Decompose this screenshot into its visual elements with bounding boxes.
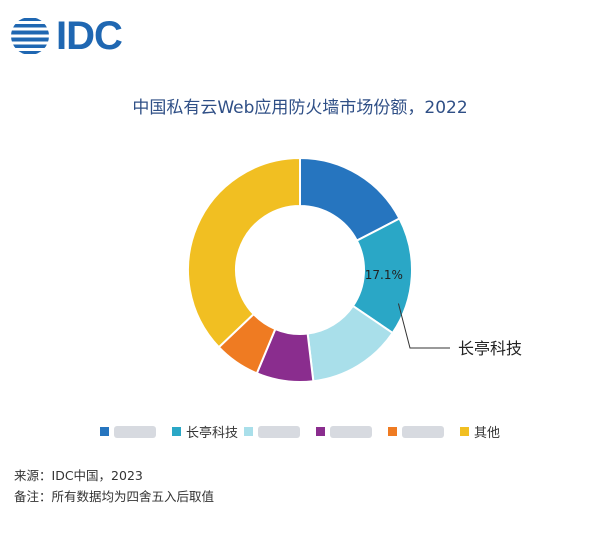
legend-swatch-3 — [316, 427, 325, 436]
legend-label-5: 其他 — [474, 426, 500, 441]
idc-logo-text: IDC — [56, 14, 123, 58]
data-label-1: 17.1% — [365, 268, 403, 282]
chart-title: 中国私有云Web应用防火墙市场份额，2022 — [132, 98, 468, 118]
remark-note: 备注：所有数据均为四舍五入后取值 — [14, 486, 214, 507]
legend-swatch-0 — [100, 427, 109, 436]
legend-swatch-4 — [388, 427, 397, 436]
legend-label-1: 长亭科技 — [186, 425, 238, 441]
donut-slice-5 — [187, 156, 301, 349]
source-value: IDC中国，2023 — [51, 468, 143, 483]
callout: 长亭科技 — [397, 303, 522, 358]
callout-line — [397, 303, 450, 349]
footnotes: 来源：IDC中国，2023 备注：所有数据均为四舍五入后取值 — [14, 465, 214, 507]
legend-swatch-2 — [244, 427, 253, 436]
legend-swatch-5 — [460, 427, 469, 436]
note-value: 所有数据均为四舍五入后取值 — [51, 489, 215, 504]
callout-label: 长亭科技 — [458, 339, 522, 358]
legend-swatch-1 — [172, 427, 181, 436]
note-label: 备注： — [14, 489, 52, 504]
donut-data-labels: 17.1% — [365, 268, 403, 282]
legend-label-blurred-0 — [114, 426, 156, 438]
legend-label-blurred-4 — [402, 426, 444, 438]
source-note: 来源：IDC中国，2023 — [14, 465, 214, 486]
idc-logo: IDC — [10, 14, 123, 58]
donut-slices — [187, 156, 413, 383]
idc-globe-icon — [11, 18, 49, 54]
chart-legend: 长亭科技 其他 — [100, 425, 500, 441]
source-label: 来源： — [14, 468, 52, 483]
legend-label-blurred-2 — [258, 426, 300, 438]
legend-label-blurred-3 — [330, 426, 372, 438]
